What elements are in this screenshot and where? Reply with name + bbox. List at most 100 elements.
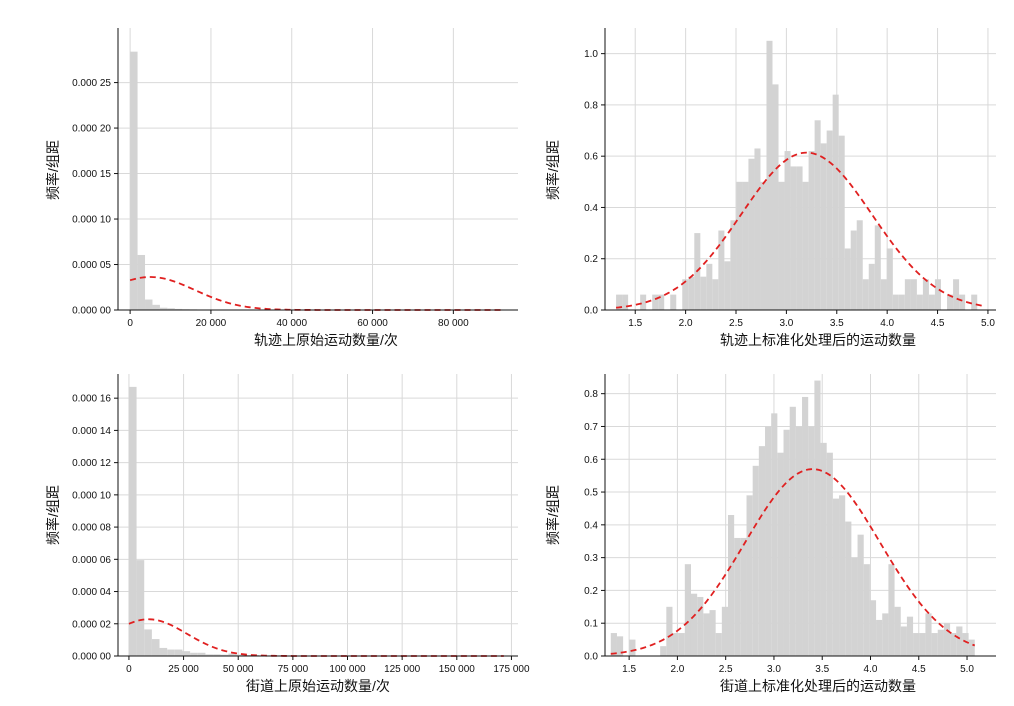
y-axis-title: 频率/组距 <box>545 485 561 545</box>
x-tick-label: 2.0 <box>679 318 693 329</box>
histogram-bar <box>718 230 725 310</box>
histogram-bar <box>808 426 815 656</box>
histogram-bar <box>910 279 917 310</box>
y-tick-label: 0.000 12 <box>72 458 111 469</box>
y-tick-label: 0.0 <box>584 306 598 317</box>
histogram-bar <box>688 276 695 310</box>
x-tick-label: 3.0 <box>767 664 781 675</box>
histogram-bar <box>956 626 963 656</box>
y-tick-label: 0.2 <box>584 254 598 265</box>
histogram-bar <box>820 143 827 310</box>
histogram-bar <box>880 279 887 310</box>
histogram-bar <box>137 254 146 310</box>
x-tick-label: 80 000 <box>438 318 469 329</box>
y-tick-label: 0.7 <box>584 422 598 433</box>
histogram-bar <box>765 426 772 656</box>
histogram-bar <box>971 294 978 310</box>
histogram-bar <box>790 166 797 310</box>
histogram-bar <box>839 495 846 656</box>
histogram-bar <box>789 406 796 656</box>
histogram-bar <box>838 135 845 310</box>
histogram-bar <box>736 181 743 310</box>
y-tick-label: 0.000 14 <box>72 426 111 437</box>
x-tick-label: 20 000 <box>196 318 227 329</box>
histogram-bar <box>922 279 929 310</box>
y-axis-title: 频率/组距 <box>45 140 61 200</box>
histogram-bar <box>754 148 761 310</box>
histogram-bar <box>197 652 206 656</box>
y-tick-label: 0.000 06 <box>72 555 111 566</box>
histogram-bar <box>874 225 881 310</box>
histogram-bar <box>742 181 749 310</box>
histogram-bar <box>145 299 153 310</box>
histogram-bar <box>703 613 710 656</box>
histogram-bar <box>709 610 716 656</box>
y-tick-label: 0.4 <box>584 203 598 214</box>
histogram-bar <box>167 308 175 310</box>
x-axis-title: 街道上原始运动数量/次 <box>246 678 390 694</box>
x-tick-label: 4.0 <box>880 318 894 329</box>
histogram-bar <box>916 294 923 310</box>
x-tick-label: 3.5 <box>815 664 829 675</box>
histogram-bar <box>950 633 957 656</box>
x-axis-title: 街道上标准化处理后的运动数量 <box>720 678 916 694</box>
y-tick-label: 0.5 <box>584 488 598 499</box>
histogram-bar <box>690 593 698 656</box>
y-axis-title: 频率/组距 <box>545 140 561 200</box>
x-tick-label: 150 000 <box>439 664 476 675</box>
histogram-bar <box>959 294 966 310</box>
y-tick-label: 0.2 <box>584 586 598 597</box>
histogram-bar <box>814 120 821 310</box>
histogram-bar <box>845 521 852 656</box>
histogram-bar <box>814 380 821 656</box>
x-tick-label: 4.0 <box>864 664 878 675</box>
histogram-bar <box>919 633 926 656</box>
histogram-bar <box>724 261 731 310</box>
x-tick-label: 5.0 <box>981 318 995 329</box>
histogram-bar <box>616 636 624 656</box>
histogram-bar <box>802 181 809 310</box>
histogram-bar <box>898 294 905 310</box>
normal-fit-curve <box>129 276 503 311</box>
histogram-bar <box>684 564 691 656</box>
histogram-bar <box>728 515 735 656</box>
x-tick-label: 1.5 <box>628 318 642 329</box>
y-tick-label: 0.000 05 <box>72 260 111 271</box>
histogram-bar <box>190 652 198 656</box>
histogram-bar <box>947 294 954 310</box>
y-axis-title: 频率/组距 <box>45 485 61 545</box>
x-tick-label: 50 000 <box>223 664 254 675</box>
histogram-bar <box>802 396 809 656</box>
histogram-bar <box>629 639 636 656</box>
histogram-bar <box>640 294 647 310</box>
histogram-bar <box>892 294 899 310</box>
panel-raw-trajectory-counts: 0.000 00 0.000 05 0.000 10 0.000 15 0.000 20… <box>45 28 518 348</box>
histogram-bar <box>213 654 221 656</box>
y-tick-label: 0.000 00 <box>72 652 111 663</box>
histogram-bar <box>913 633 920 656</box>
histogram-bar <box>721 606 729 656</box>
histogram-bar <box>672 633 679 656</box>
histogram-bar <box>962 633 969 656</box>
x-tick-label: 100 000 <box>329 664 366 675</box>
histogram-bar <box>863 564 870 656</box>
histogram-bar <box>888 564 895 656</box>
histogram-bar <box>697 596 704 656</box>
x-tick-label: 75 000 <box>278 664 309 675</box>
histogram-bar <box>159 307 168 310</box>
histogram-bar <box>678 633 685 656</box>
histogram-bar <box>228 653 237 656</box>
histogram-bar <box>771 413 778 656</box>
panel-normalized-trajectory-counts: 0.0 0.2 0.4 0.6 0.8 1.0 1.5 2.0 2.5 3.0 3.5 4.0 4.5 5… <box>545 28 996 348</box>
histogram-bar <box>844 248 851 310</box>
histogram-bar <box>783 429 790 656</box>
histogram-bar <box>128 386 137 656</box>
y-tick-label: 0.000 16 <box>72 394 111 405</box>
y-tick-label: 0.000 04 <box>72 587 111 598</box>
histogram-bar <box>622 294 629 310</box>
histogram-bar <box>666 606 673 656</box>
histogram-bar <box>748 158 755 310</box>
histogram-bar <box>934 279 941 310</box>
x-tick-label: 125 000 <box>384 664 421 675</box>
